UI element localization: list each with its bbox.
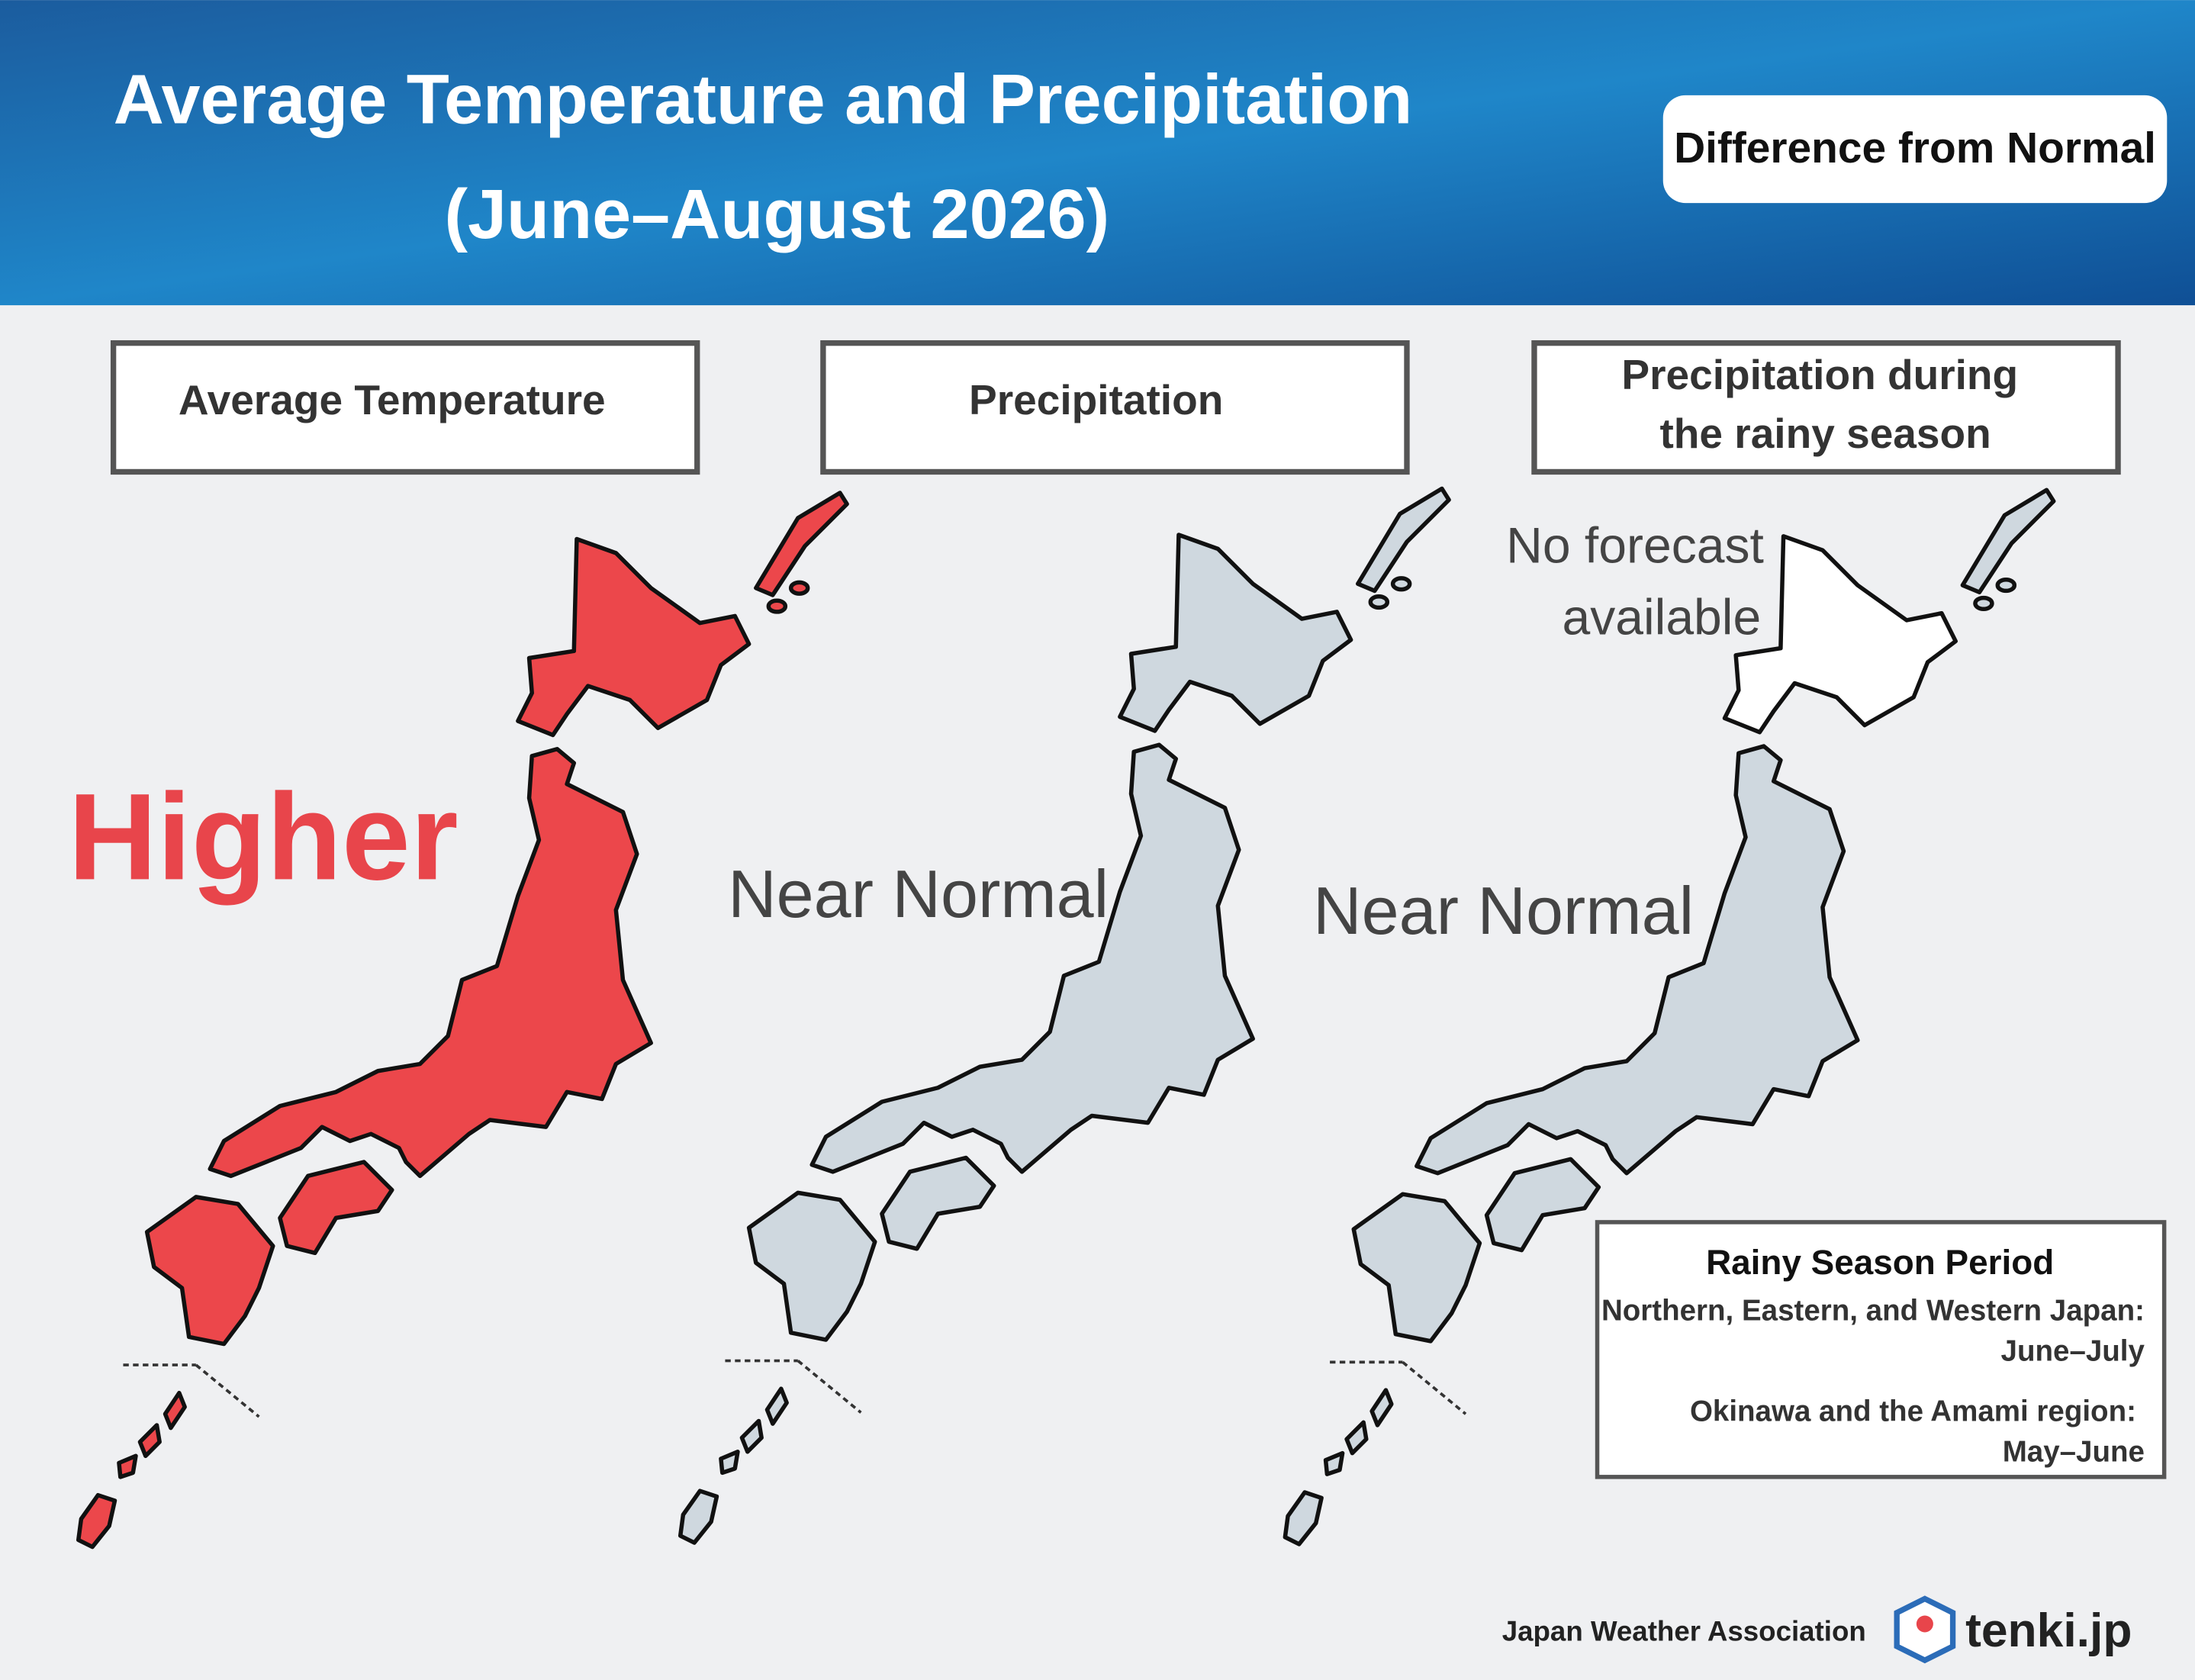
legend-region: Okinawa and the Amami region:	[1690, 1395, 2136, 1427]
map-hokkaido	[518, 539, 749, 735]
logo-icon	[1894, 1595, 1956, 1664]
legend-region: Northern, Eastern, and Western Japan:	[1601, 1294, 2145, 1327]
title-line: (June–August 2026)	[444, 175, 1109, 253]
outlook: Higher	[68, 768, 458, 906]
note: No forecast	[1506, 517, 1764, 574]
legend-period: May–June	[2003, 1436, 2145, 1469]
heading: Average Temperature	[179, 376, 606, 423]
legend: Rainy Season Period Northern, Eastern, a…	[1595, 1220, 2167, 1479]
title-line: Average Temperature and Precipitation	[114, 61, 1413, 139]
heading: the rainy season	[1659, 410, 1991, 457]
heading-box	[110, 340, 700, 475]
map-hokkaido	[1120, 535, 1351, 731]
heading-box	[820, 340, 1410, 475]
outlook: Near Normal	[728, 856, 1109, 932]
badge-box	[1662, 95, 2168, 204]
note: available	[1562, 588, 1761, 645]
panel: Precipitation Near Normal	[681, 340, 1449, 1543]
brand: tenki.jp	[1965, 1604, 2132, 1657]
badge: Difference from Normal	[1674, 124, 2156, 172]
organization: Japan Weather Association	[1502, 1616, 1866, 1647]
legend-box	[1595, 1220, 2167, 1479]
heading: Precipitation	[969, 376, 1223, 423]
heading-box	[1531, 340, 2121, 475]
heading: Precipitation during	[1621, 351, 2018, 398]
outlook: Near Normal	[1313, 873, 1694, 948]
panel: Average Temperature Higher	[68, 340, 847, 1547]
legend-title: Rainy Season Period	[1706, 1242, 2054, 1282]
panel: Precipitation during the rainy season Ne…	[1285, 340, 2121, 1544]
legend-period: June–July	[2001, 1335, 2145, 1368]
